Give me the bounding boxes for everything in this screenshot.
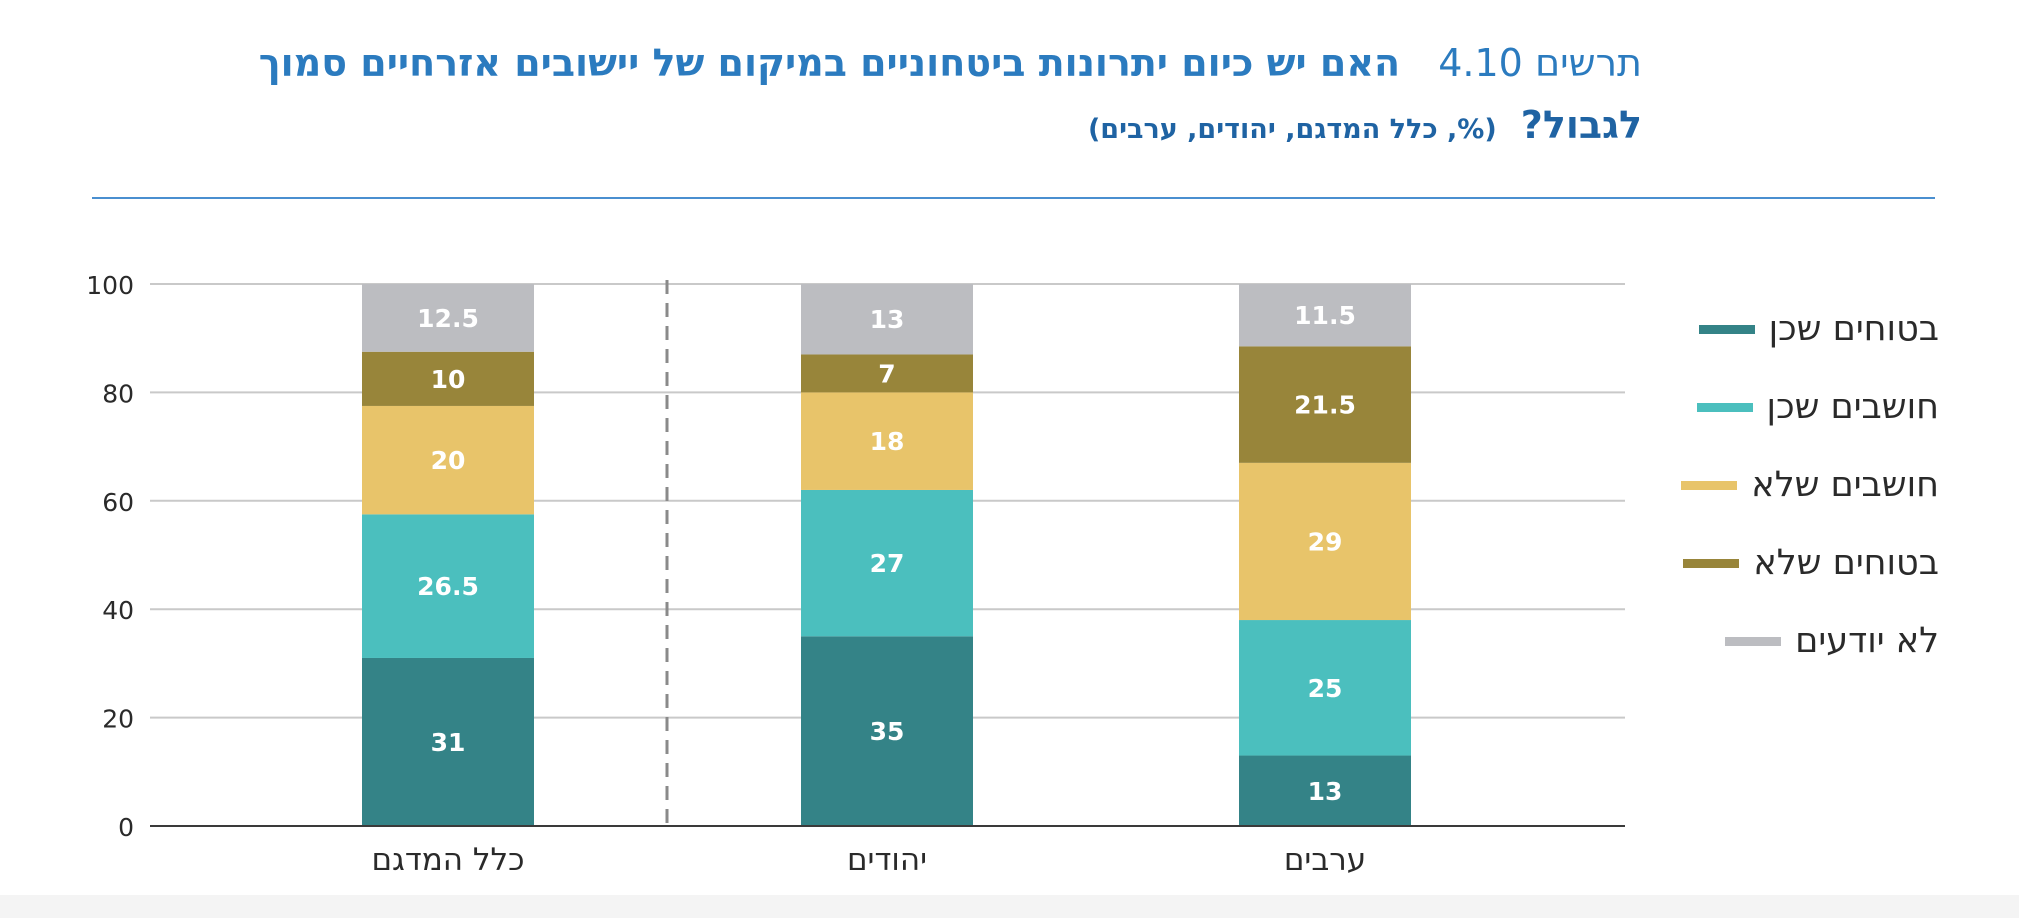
chart-legend: בטוחים שכן חושבים שכן חושבים שלא בטוחים שלא… xyxy=(1569,290,1939,680)
chart-subtitle: (%, כלל המדגם, יהודים, ערבים) xyxy=(1087,114,1497,145)
bar-segment xyxy=(362,405,534,515)
bar-segment xyxy=(801,354,973,393)
x-category-label: ערבים xyxy=(1284,842,1366,878)
data-label: 35 xyxy=(870,717,905,746)
legend-swatch xyxy=(1696,402,1753,412)
legend-item: בטוחים שכן xyxy=(1569,290,1939,368)
bar-segment xyxy=(362,284,534,352)
bar-segment xyxy=(1239,284,1411,347)
legend-swatch xyxy=(1681,480,1738,490)
bar-segment xyxy=(362,657,534,826)
figure-word: תרשים xyxy=(1534,41,1642,85)
figure-number: 4.10 xyxy=(1438,41,1523,85)
bar-segment xyxy=(1239,346,1411,463)
title-divider xyxy=(92,197,1935,199)
y-tick-label: 20 xyxy=(102,705,134,734)
data-label: 20 xyxy=(431,446,466,475)
legend-label: בטוחים שלא xyxy=(1753,543,1939,583)
y-tick-label: 100 xyxy=(86,271,134,300)
title-line-1: תרשים 4.10 האם יש כיום יתרונות ביטחוניים… xyxy=(100,34,1642,92)
bar-segment xyxy=(1239,620,1411,756)
title-question-part-1: האם יש כיום יתרונות ביטחוניים במיקום של … xyxy=(258,41,1401,85)
data-label: 13 xyxy=(1308,777,1343,806)
bar-segment xyxy=(362,351,534,406)
bar-segment xyxy=(362,514,534,658)
legend-item: בטוחים שלא xyxy=(1569,524,1939,602)
bar-segment xyxy=(801,392,973,490)
legend-item: חושבים שכן xyxy=(1569,368,1939,446)
legend-label: חושבים שלא xyxy=(1751,465,1939,505)
x-category-label: כלל המדגם xyxy=(371,842,524,878)
data-label: 27 xyxy=(870,549,905,578)
legend-label: לא יודעים xyxy=(1795,621,1939,661)
legend-swatch xyxy=(1725,636,1782,646)
title-question-part-2: לגבול? xyxy=(1520,103,1642,147)
data-label: 10 xyxy=(431,365,466,394)
data-label: 13 xyxy=(870,305,905,334)
data-label: 31 xyxy=(431,728,466,757)
legend-swatch xyxy=(1683,558,1740,568)
data-label: 26.5 xyxy=(417,572,479,601)
x-category-label: יהודים xyxy=(847,842,927,878)
data-label: 29 xyxy=(1308,527,1343,556)
legend-swatch xyxy=(1698,324,1755,334)
bar-segment xyxy=(801,284,973,355)
stacked-bar-chart: 0 20 40 60 80 100 31 26.5 20 10 12.5 כלל המדגם 35 27 1… xyxy=(86,271,1625,878)
data-label: 12.5 xyxy=(417,304,479,333)
data-label: 18 xyxy=(870,427,905,456)
y-tick-label: 40 xyxy=(102,596,134,625)
data-label: 25 xyxy=(1308,674,1343,703)
bar-segment xyxy=(801,636,973,826)
chart-title: תרשים 4.10 האם יש כיום יתרונות ביטחוניים… xyxy=(100,34,1642,159)
legend-label: חושבים שכן xyxy=(1766,387,1939,427)
y-tick-label: 60 xyxy=(102,488,134,517)
bar-segment xyxy=(801,489,973,637)
data-label: 7 xyxy=(878,359,895,388)
y-tick-label: 0 xyxy=(118,813,134,842)
data-label: 11.5 xyxy=(1294,301,1356,330)
y-tick-label: 80 xyxy=(102,379,134,408)
bar-segment xyxy=(1239,755,1411,826)
legend-item: חושבים שלא xyxy=(1569,446,1939,524)
legend-item: לא יודעים xyxy=(1569,602,1939,680)
title-line-2: לגבול? (%, כלל המדגם, יהודים, ערבים) xyxy=(100,96,1642,159)
bottom-edge xyxy=(0,895,2019,918)
bar-segment xyxy=(1239,462,1411,621)
data-label: 21.5 xyxy=(1294,391,1356,420)
legend-label: בטוחים שכן xyxy=(1768,309,1939,349)
